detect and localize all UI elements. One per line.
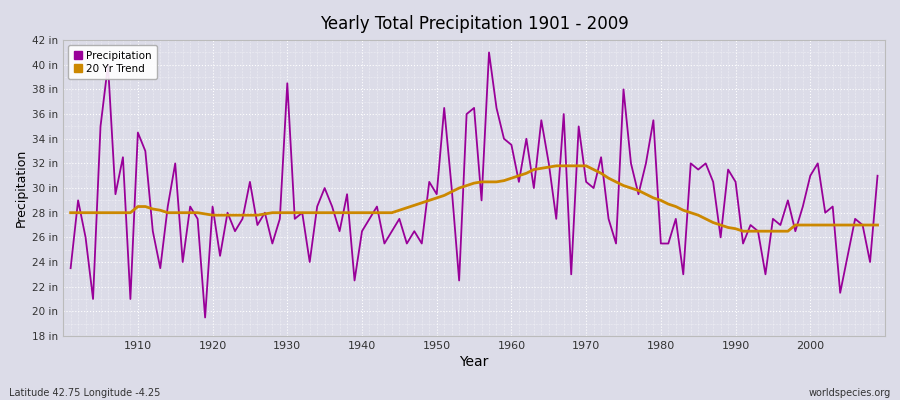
Text: Latitude 42.75 Longitude -4.25: Latitude 42.75 Longitude -4.25 <box>9 388 160 398</box>
Y-axis label: Precipitation: Precipitation <box>15 149 28 227</box>
X-axis label: Year: Year <box>459 355 489 369</box>
Legend: Precipitation, 20 Yr Trend: Precipitation, 20 Yr Trend <box>68 45 157 79</box>
Title: Yearly Total Precipitation 1901 - 2009: Yearly Total Precipitation 1901 - 2009 <box>320 15 628 33</box>
Text: worldspecies.org: worldspecies.org <box>809 388 891 398</box>
